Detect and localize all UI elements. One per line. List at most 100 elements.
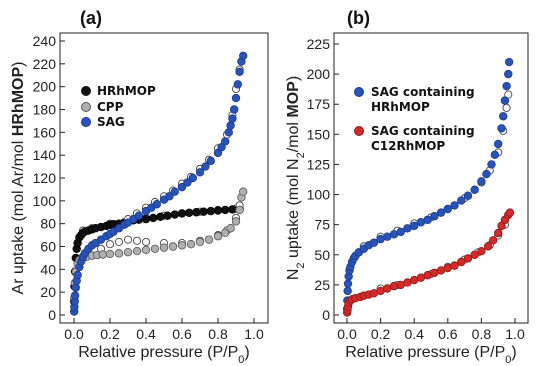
legend-hrhmop-marker xyxy=(81,86,91,96)
panel-a-frame xyxy=(59,32,269,324)
sag-adsorption-point xyxy=(231,93,241,103)
hrhmop-adsorption-point xyxy=(220,205,230,215)
legend-sag-hrhmop-label-line1: SAG containing xyxy=(371,85,475,99)
y-tick-label: 160 xyxy=(33,124,57,140)
legend-cpp-label: CPP xyxy=(97,100,124,114)
panel-b-y-axis-label: N2 uptake (mol N2/mol MOP) xyxy=(285,76,307,280)
sag-adsorption-point xyxy=(183,178,192,187)
legend-sag-c12rhmop-label-line2: C12RhMOP xyxy=(371,139,445,153)
x-tick-label: 0.2 xyxy=(371,326,391,342)
cpp-adsorption-point xyxy=(159,243,169,252)
hrhmop-adsorption-point xyxy=(450,201,459,210)
hrhmop-adsorption-point xyxy=(436,208,446,217)
legend-sag-label: SAG xyxy=(97,115,125,129)
panel-b-x-axis-label: Relative pressure (P/P0) xyxy=(345,344,517,366)
panel-a-ticks: 0.0 0.2 0.4 0.6 0.8 1.0 0 20 40 60 80 100 120 140 160 1… xyxy=(33,33,264,342)
panel-b-points xyxy=(342,57,515,317)
hrhmop-adsorption-point xyxy=(170,210,179,219)
y-tick-label: 80 xyxy=(40,216,56,232)
x-tick-label: 0.8 xyxy=(472,326,492,342)
panel-b: (b) 0.0 0.2 0.4 0.6 0.8 1.0 0 25 50 75 100 125 150 17… xyxy=(285,8,529,366)
y-tick-label: 20 xyxy=(40,284,56,300)
y-tick-label: 100 xyxy=(307,187,331,203)
y-tick-label: 75 xyxy=(314,217,330,233)
cpp-adsorption-point xyxy=(213,232,223,241)
cpp-adsorption-point xyxy=(105,249,115,259)
hrhmop-desorption-point xyxy=(502,103,511,112)
hrhmop-adsorption-point xyxy=(228,205,237,214)
panel-a-y-axis-label: Ar uptake (mol Ar/mol HRhMOP) xyxy=(10,62,27,295)
cpp-adsorption-point xyxy=(238,187,248,196)
hrhmop-adsorption-point xyxy=(482,169,491,179)
sag-adsorption-point xyxy=(220,137,230,146)
hrhmop-adsorption-point xyxy=(490,150,500,160)
hrhmop-adsorption-point xyxy=(494,139,503,149)
hrhmop-adsorption-point xyxy=(500,96,510,105)
y-tick-label: 140 xyxy=(33,147,57,163)
cpp-desorption-point xyxy=(123,235,133,244)
panel-a-label: (a) xyxy=(80,8,102,28)
panel-a-x-axis-label: Relative pressure (P/P0) xyxy=(78,344,250,366)
c12rhmop-adsorption-point xyxy=(463,254,473,263)
sag-adsorption-point xyxy=(224,128,233,137)
hrhmop-adsorption-point xyxy=(457,196,466,205)
x-tick-label: 0.2 xyxy=(100,326,120,342)
c12rhmop-adsorption-point xyxy=(494,228,503,238)
y-tick-label: 125 xyxy=(307,156,331,172)
panel-a-points xyxy=(69,51,248,316)
cpp-adsorption-point xyxy=(177,241,187,250)
cpp-adsorption-point xyxy=(220,228,230,237)
hrhmop-adsorption-point xyxy=(497,124,506,133)
legend-sag-marker xyxy=(81,117,91,127)
panel-a: (a) 0.0 0.2 0.4 0.6 0.8 1.0 0 20 40 60 80 100 120 140… xyxy=(10,8,269,366)
y-tick-label: 200 xyxy=(307,66,331,82)
sag-adsorption-point xyxy=(170,187,179,196)
y-tick-label: 150 xyxy=(307,126,331,142)
c12rhmop-adsorption-point xyxy=(389,281,399,291)
hrhmop-adsorption-point xyxy=(396,227,405,237)
hrhmop-adsorption-point xyxy=(369,238,379,247)
hrhmop-adsorption-point xyxy=(430,212,439,221)
hrhmop-adsorption-point xyxy=(410,221,419,231)
c12rhmop-adsorption-point xyxy=(488,236,498,245)
cpp-desorption-point xyxy=(105,240,115,249)
y-tick-label: 25 xyxy=(314,277,330,293)
sag-adsorption-point xyxy=(134,211,143,220)
x-tick-label: 1.0 xyxy=(244,326,264,342)
panel-b-frame xyxy=(333,32,529,324)
c12rhmop-adsorption-point xyxy=(483,242,493,251)
hrhmop-adsorption-point xyxy=(470,185,479,194)
y-tick-label: 0 xyxy=(322,307,330,323)
hrhmop-adsorption-point xyxy=(206,206,215,216)
x-tick-label: 0.4 xyxy=(136,326,156,342)
legend-hrhmop-label: HRhMOP xyxy=(97,84,156,98)
x-tick-label: 0.4 xyxy=(404,326,424,342)
sag-adsorption-point xyxy=(152,200,161,209)
hrhmop-adsorption-point xyxy=(213,206,223,215)
legend-sag-hrhmop-label-line2: HRhMOP xyxy=(371,100,430,114)
hrhmop-adsorption-point xyxy=(343,286,352,296)
hrhmop-adsorption-point xyxy=(192,208,201,217)
sag-adsorption-point xyxy=(188,173,197,183)
c12rhmop-adsorption-point xyxy=(450,261,459,270)
c12rhmop-adsorption-point xyxy=(457,257,466,267)
cpp-adsorption-point xyxy=(141,245,151,255)
cpp-adsorption-point xyxy=(186,240,196,249)
panel-a-legend: HRhMOP CPP SAG xyxy=(81,84,156,129)
cpp-adsorption-point xyxy=(168,242,178,251)
y-tick-label: 0 xyxy=(48,307,56,323)
sag-adsorption-point xyxy=(235,67,244,77)
sag-adsorption-point xyxy=(238,51,248,61)
c12rhmop-adsorption-point xyxy=(477,246,486,256)
cpp-adsorption-point xyxy=(123,248,133,257)
panel-b-label: (b) xyxy=(347,8,370,28)
cpp-desorption-point xyxy=(141,237,151,246)
panel-b-ticks: 0.0 0.2 0.4 0.6 0.8 1.0 0 25 50 75 100 125 150 175 200… xyxy=(307,36,525,342)
hrhmop-adsorption-point xyxy=(141,214,151,224)
hrhmop-adsorption-point xyxy=(423,215,432,225)
x-tick-label: 0.6 xyxy=(172,326,192,342)
x-tick-label: 0.0 xyxy=(337,326,357,342)
sag-adsorption-point xyxy=(226,121,235,130)
sag-adsorption-point xyxy=(73,270,82,280)
sag-adsorption-point xyxy=(195,168,205,177)
